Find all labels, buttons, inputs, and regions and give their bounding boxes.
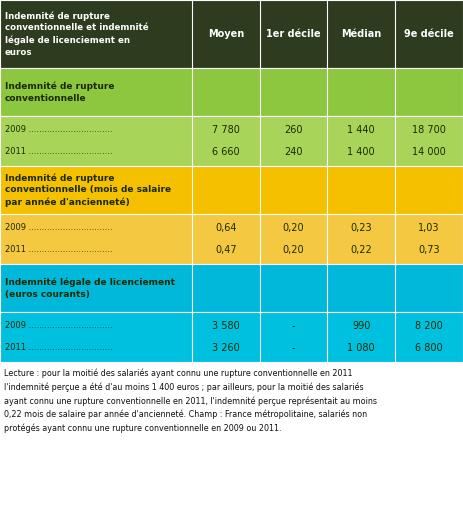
Text: 3 580: 3 580 <box>212 321 240 331</box>
Text: 8 200: 8 200 <box>415 321 443 331</box>
Text: Indemnité légale de licenciement
(euros courants): Indemnité légale de licenciement (euros … <box>5 277 175 299</box>
Bar <box>0 264 463 312</box>
Text: 990: 990 <box>352 321 370 331</box>
Text: 0,73: 0,73 <box>418 245 440 255</box>
Bar <box>0 312 463 362</box>
Text: 2011 ................................: 2011 ................................ <box>5 245 113 254</box>
Text: 1 080: 1 080 <box>347 343 375 353</box>
Text: Moyen: Moyen <box>208 29 244 39</box>
Bar <box>0 166 463 214</box>
Text: 2009 ................................: 2009 ................................ <box>5 126 113 134</box>
Text: 2009 ................................: 2009 ................................ <box>5 224 113 232</box>
Text: Indemnité de rupture
conventionnelle: Indemnité de rupture conventionnelle <box>5 81 114 103</box>
Text: 0,22: 0,22 <box>350 245 372 255</box>
Text: 240: 240 <box>284 147 303 157</box>
Bar <box>0 0 463 68</box>
Text: 0,47: 0,47 <box>215 245 237 255</box>
Text: 18 700: 18 700 <box>412 125 446 135</box>
Bar <box>0 116 463 166</box>
Text: 1 440: 1 440 <box>347 125 375 135</box>
Text: -: - <box>292 321 295 331</box>
Text: 14 000: 14 000 <box>412 147 446 157</box>
Text: 260: 260 <box>284 125 303 135</box>
Text: 7 780: 7 780 <box>212 125 240 135</box>
Text: Indemnité de rupture
conventionnelle (mois de salaire
par année d'ancienneté): Indemnité de rupture conventionnelle (mo… <box>5 173 171 207</box>
Text: 2011 ................................: 2011 ................................ <box>5 343 113 353</box>
Text: 6 800: 6 800 <box>415 343 443 353</box>
Text: 1,03: 1,03 <box>418 223 440 233</box>
Bar <box>0 68 463 116</box>
Text: 0,20: 0,20 <box>283 245 304 255</box>
Text: 2011 ................................: 2011 ................................ <box>5 147 113 156</box>
Text: 0,64: 0,64 <box>215 223 237 233</box>
Text: 9e décile: 9e décile <box>404 29 454 39</box>
Bar <box>0 214 463 264</box>
Text: 1er décile: 1er décile <box>266 29 321 39</box>
Text: -: - <box>292 343 295 353</box>
Text: 0,20: 0,20 <box>283 223 304 233</box>
Text: 6 660: 6 660 <box>212 147 240 157</box>
Text: Lecture : pour la moitié des salariés ayant connu une rupture conventionnelle en: Lecture : pour la moitié des salariés ay… <box>4 369 377 433</box>
Text: Indemnité de rupture
conventionnelle et indemnité
légale de licenciement en
euro: Indemnité de rupture conventionnelle et … <box>5 11 149 57</box>
Text: 0,23: 0,23 <box>350 223 372 233</box>
Text: Médian: Médian <box>341 29 381 39</box>
Text: 1 400: 1 400 <box>347 147 375 157</box>
Text: 3 260: 3 260 <box>212 343 240 353</box>
Text: 2009 ................................: 2009 ................................ <box>5 321 113 330</box>
